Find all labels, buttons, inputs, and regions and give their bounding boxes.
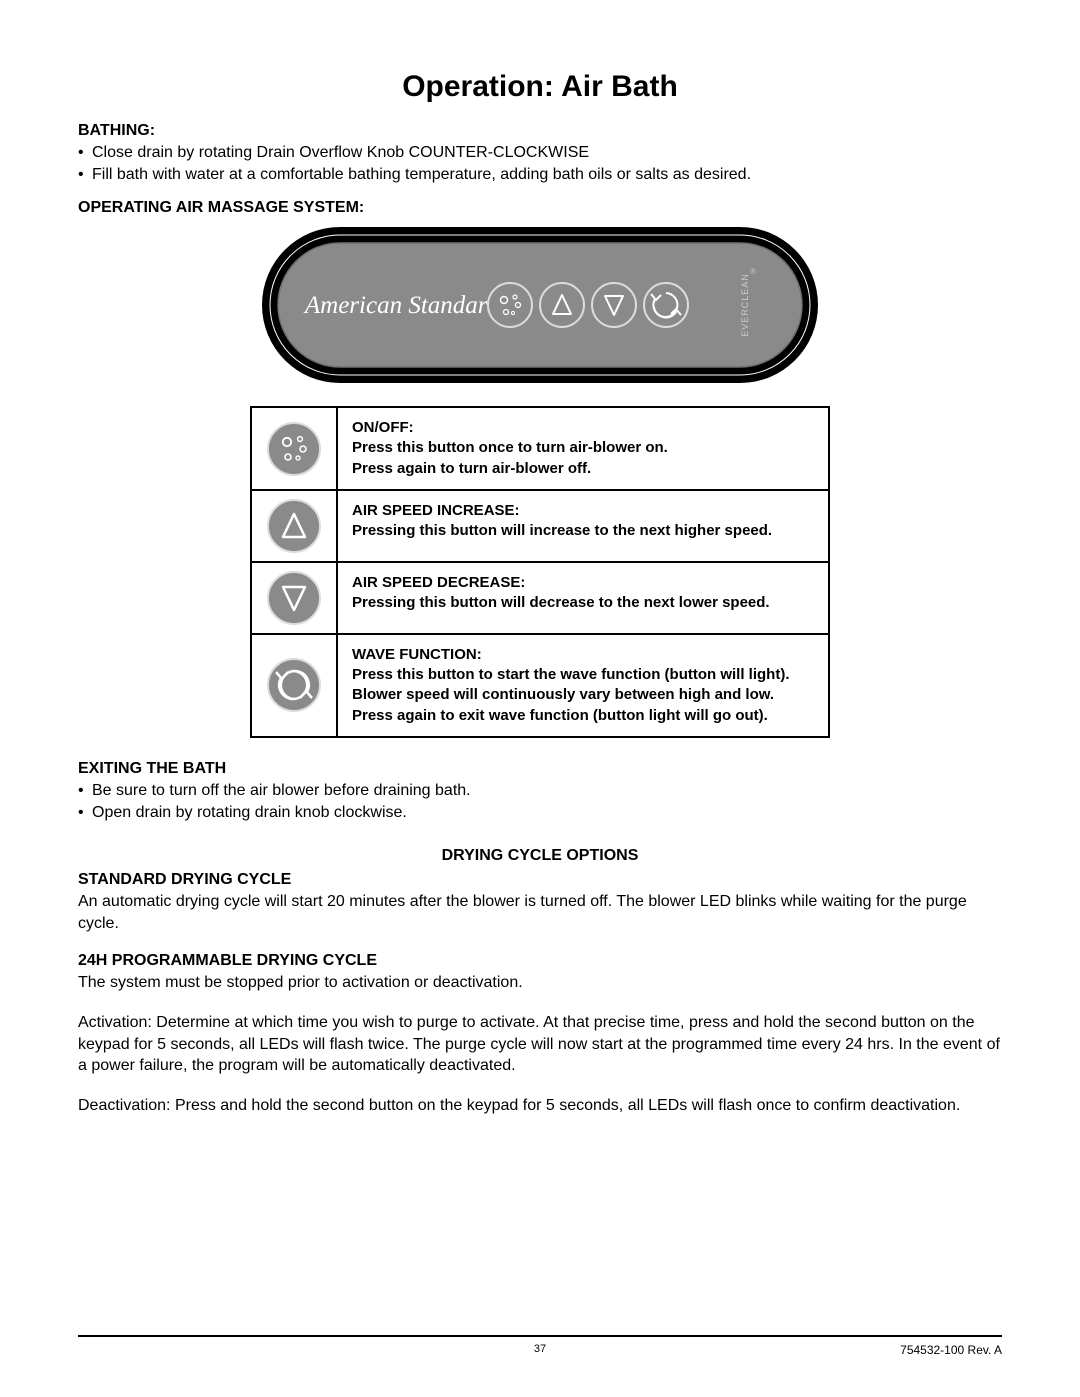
function-desc: Press this button to start the wave func… (352, 665, 814, 726)
list-item: Be sure to turn off the air blower befor… (78, 780, 1002, 802)
programmable-heading: 24H PROGRAMMABLE DRYING CYCLE (78, 952, 1002, 970)
page-number: 37 (78, 1343, 1002, 1355)
table-row: AIR SPEED INCREASE: Pressing this button… (252, 489, 828, 561)
exiting-heading: EXITING THE BATH (78, 760, 1002, 778)
function-desc: Pressing this button will increase to th… (352, 521, 814, 541)
function-title: AIR SPEED INCREASE: (352, 501, 814, 521)
operating-heading: OPERATING AIR MASSAGE SYSTEM: (78, 199, 1002, 217)
triangle-down-icon (252, 563, 338, 633)
exiting-list: Be sure to turn off the air blower befor… (78, 780, 1002, 823)
table-row: ON/OFF: Press this button once to turn a… (252, 408, 828, 489)
programmable-p3: Deactivation: Press and hold the second … (78, 1095, 1002, 1117)
programmable-p2: Activation: Determine at which time you … (78, 1012, 1002, 1077)
bathing-heading: BATHING: (78, 122, 1002, 140)
programmable-p1: The system must be stopped prior to acti… (78, 972, 1002, 994)
function-title: AIR SPEED DECREASE: (352, 573, 814, 593)
panel-button-onoff (488, 283, 532, 327)
brand-text: American Standard (303, 292, 500, 319)
bubbles-icon (252, 408, 338, 489)
page-title: Operation: Air Bath (78, 70, 1002, 104)
function-desc: Pressing this button will decrease to th… (352, 593, 814, 613)
function-table: ON/OFF: Press this button once to turn a… (250, 406, 830, 738)
control-panel-diagram: American Standard EVERCLEAN ® (78, 225, 1002, 390)
table-row: AIR SPEED DECREASE: Pressing this button… (252, 561, 828, 633)
function-desc: Press this button once to turn air-blowe… (352, 438, 814, 479)
list-item: Open drain by rotating drain knob clockw… (78, 802, 1002, 824)
table-row: WAVE FUNCTION: Press this button to star… (252, 633, 828, 736)
triangle-up-icon (252, 491, 338, 561)
drying-options-heading: DRYING CYCLE OPTIONS (78, 847, 1002, 865)
cycle-icon (252, 635, 338, 736)
reg-mark: ® (750, 267, 756, 276)
everclean-text: EVERCLEAN (740, 273, 750, 337)
list-item: Close drain by rotating Drain Overflow K… (78, 142, 1002, 164)
list-item: Fill bath with water at a comfortable ba… (78, 164, 1002, 186)
standard-drying-text: An automatic drying cycle will start 20 … (78, 891, 1002, 934)
panel-button-up (540, 283, 584, 327)
function-title: ON/OFF: (352, 418, 814, 438)
panel-button-down (592, 283, 636, 327)
bathing-list: Close drain by rotating Drain Overflow K… (78, 142, 1002, 185)
panel-button-cycle (644, 283, 688, 327)
standard-drying-heading: STANDARD DRYING CYCLE (78, 871, 1002, 889)
function-title: WAVE FUNCTION: (352, 645, 814, 665)
page-footer: 754532-100 Rev. A 37 (78, 1335, 1002, 1357)
